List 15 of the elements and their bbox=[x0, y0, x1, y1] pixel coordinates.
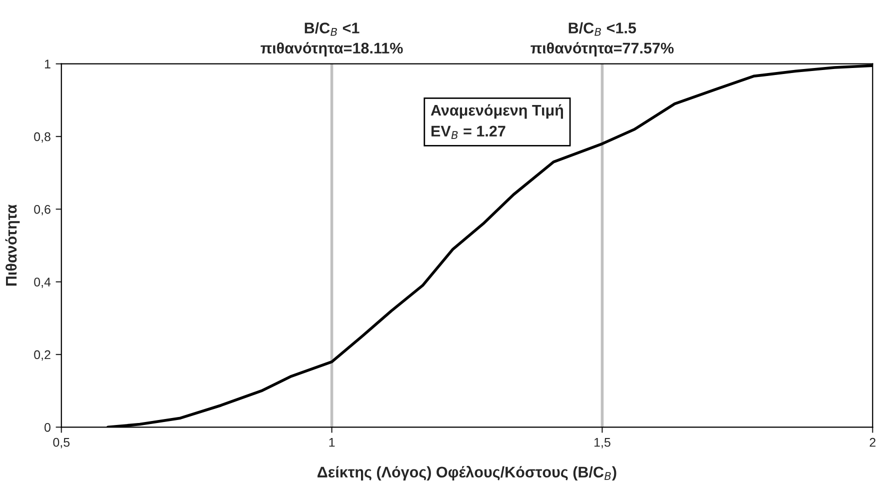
y-axis-title: Πιθανότητα bbox=[5, 204, 20, 286]
x-tick-label: 2 bbox=[870, 438, 876, 447]
y-tick-label: 0 bbox=[44, 422, 50, 432]
y-tick-label: 0,4 bbox=[34, 278, 51, 288]
y-tick-label: 1 bbox=[44, 60, 50, 68]
ref-line-label: B/C$_{B}$ <1 πιθανότητα=18.11% bbox=[260, 22, 403, 57]
x-axis-title: Δείκτης (Λόγος) Οφέλους/Κόστους (B/C$_{B}$) bbox=[318, 466, 616, 481]
y-tick-label: 0,8 bbox=[34, 132, 50, 143]
x-tick-label: 1,5 bbox=[594, 438, 610, 448]
y-tick-label: 0,6 bbox=[34, 204, 50, 216]
x-tick-label: 1 bbox=[329, 438, 335, 447]
annotation: Αναμενόμενη Τιμή EV$_{B}$ = 1.27 bbox=[430, 104, 563, 139]
y-tick-label: 0,2 bbox=[34, 350, 50, 361]
ref-line-label: B/C$_{B}$ <1.5 πιθανότητα=77.57% bbox=[530, 22, 674, 57]
x-tick-label: 0,5 bbox=[53, 438, 70, 448]
